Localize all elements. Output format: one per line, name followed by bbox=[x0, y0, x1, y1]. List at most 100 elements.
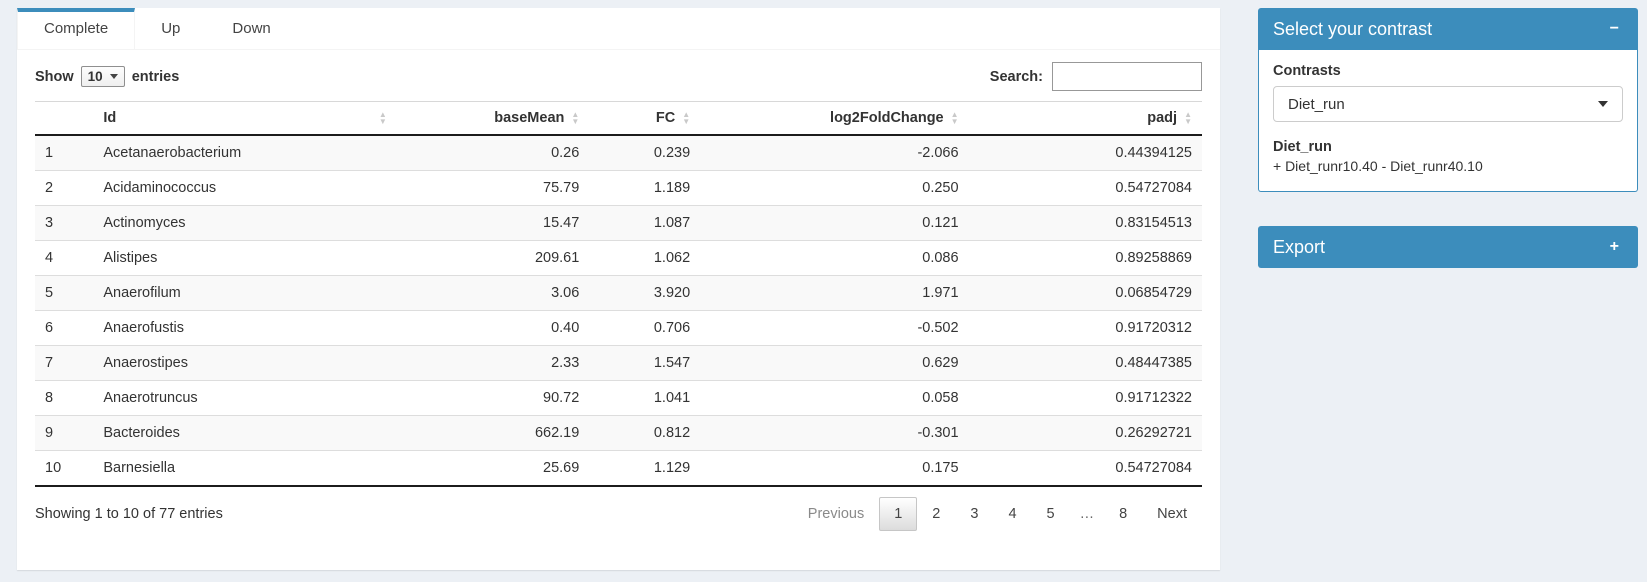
results-tab-bar: Complete Up Down bbox=[17, 8, 1220, 50]
table-info: Showing 1 to 10 of 77 entries bbox=[35, 506, 223, 522]
cell-padj: 0.54727084 bbox=[968, 170, 1202, 206]
chevron-down-icon bbox=[109, 74, 118, 79]
pagination: Previous 1 2 3 4 5 … 8 Next bbox=[793, 497, 1202, 531]
pagination-ellipsis: … bbox=[1079, 506, 1095, 522]
cell-padj: 0.89258869 bbox=[968, 240, 1202, 276]
pagination-page-8[interactable]: 8 bbox=[1119, 506, 1128, 522]
results-table: Id ▲ ▼ baseMean ▲ ▼ bbox=[35, 101, 1202, 487]
pagination-page-3[interactable]: 3 bbox=[970, 506, 979, 522]
contrast-box-header: Select your contrast − bbox=[1258, 8, 1638, 50]
tab-up[interactable]: Up bbox=[161, 20, 181, 37]
header-log2fc[interactable]: log2FoldChange ▲ ▼ bbox=[700, 101, 969, 136]
cell-basemean: 15.47 bbox=[396, 205, 590, 241]
search-input[interactable] bbox=[1052, 62, 1202, 91]
cell-padj: 0.54727084 bbox=[968, 450, 1202, 487]
sort-icon: ▲ ▼ bbox=[682, 110, 691, 126]
header-id[interactable]: Id ▲ ▼ bbox=[93, 101, 397, 136]
expand-plus-icon[interactable]: + bbox=[1609, 238, 1619, 255]
results-panel: Complete Up Down Show 10 entries Search: bbox=[17, 8, 1220, 570]
cell-id: Anaerostipes bbox=[93, 345, 397, 381]
contrast-name: Diet_run bbox=[1273, 139, 1332, 155]
cell-fc: 1.189 bbox=[589, 170, 701, 206]
table-controls: Show 10 entries Search: bbox=[35, 62, 1202, 91]
cell-id: Bacteroides bbox=[93, 415, 397, 451]
cell-rownum: 9 bbox=[35, 415, 94, 451]
table-row: 9 Bacteroides 662.19 0.812 -0.301 0.2629… bbox=[35, 415, 1202, 451]
cell-rownum: 1 bbox=[45, 145, 54, 161]
show-label: Show bbox=[35, 68, 74, 85]
table-row: 1 Acetanaerobacterium 0.26 0.239 -2.066 … bbox=[35, 135, 1202, 171]
cell-fc: 0.812 bbox=[589, 415, 701, 451]
export-box: Export + bbox=[1258, 226, 1638, 268]
header-id-label: Id bbox=[103, 110, 117, 126]
cell-log2fc: 1.971 bbox=[700, 275, 969, 311]
cell-id: Anaerofustis bbox=[93, 310, 397, 346]
table-search-control: Search: bbox=[990, 62, 1202, 91]
header-log2fc-label: log2FoldChange bbox=[830, 110, 944, 126]
sort-icon: ▲ ▼ bbox=[378, 110, 387, 126]
header-padj[interactable]: padj ▲ ▼ bbox=[968, 101, 1202, 136]
cell-basemean: 75.79 bbox=[396, 170, 590, 206]
table-footer: Showing 1 to 10 of 77 entries Previous 1… bbox=[35, 487, 1202, 531]
cell-fc: 1.087 bbox=[589, 205, 701, 241]
cell-rownum: 10 bbox=[35, 450, 94, 487]
cell-log2fc: -0.502 bbox=[700, 310, 969, 346]
collapse-minus-icon[interactable]: − bbox=[1609, 20, 1619, 37]
cell-padj: 0.44394125 bbox=[1115, 145, 1192, 161]
table-header-row: Id ▲ ▼ baseMean ▲ ▼ bbox=[35, 101, 1202, 136]
header-basemean[interactable]: baseMean ▲ ▼ bbox=[396, 101, 590, 136]
cell-padj: 0.06854729 bbox=[968, 275, 1202, 311]
cell-fc: 0.239 bbox=[653, 145, 691, 161]
cell-log2fc: -0.301 bbox=[700, 415, 969, 451]
cell-id: Anaerofilum bbox=[93, 275, 397, 311]
table-row: 6 Anaerofustis 0.40 0.706 -0.502 0.91720… bbox=[35, 310, 1202, 346]
pagination-next[interactable]: Next bbox=[1157, 506, 1187, 522]
contrast-formula: + Diet_runr10.40 - Diet_runr40.10 bbox=[1273, 158, 1483, 174]
export-box-title: Export bbox=[1273, 236, 1326, 257]
contrast-select[interactable]: Diet_run bbox=[1273, 86, 1623, 122]
cell-fc: 1.129 bbox=[589, 450, 701, 487]
cell-basemean: 662.19 bbox=[396, 415, 590, 451]
cell-log2fc: -2.066 bbox=[917, 145, 959, 161]
table-row: 2 Acidaminococcus 75.79 1.189 0.250 0.54… bbox=[35, 170, 1202, 206]
header-fc[interactable]: FC ▲ ▼ bbox=[589, 101, 701, 136]
table-row: 8 Anaerotruncus 90.72 1.041 0.058 0.9171… bbox=[35, 380, 1202, 416]
sort-icon: ▲ ▼ bbox=[950, 110, 959, 126]
cell-fc: 1.041 bbox=[589, 380, 701, 416]
cell-log2fc: 0.629 bbox=[700, 345, 969, 381]
chevron-down-icon bbox=[1598, 101, 1608, 107]
pagination-page-1[interactable]: 1 bbox=[879, 497, 918, 531]
cell-padj: 0.91720312 bbox=[968, 310, 1202, 346]
pagination-previous[interactable]: Previous bbox=[807, 506, 865, 522]
cell-padj: 0.26292721 bbox=[968, 415, 1202, 451]
cell-rownum: 2 bbox=[35, 170, 94, 206]
pagination-page-4[interactable]: 4 bbox=[1008, 506, 1017, 522]
tab-down[interactable]: Down bbox=[232, 20, 271, 37]
contrast-select-value: Diet_run bbox=[1288, 95, 1345, 113]
header-fc-label: FC bbox=[655, 110, 676, 126]
cell-padj: 0.91712322 bbox=[968, 380, 1202, 416]
header-padj-label: padj bbox=[1147, 110, 1178, 126]
contrast-box-body: Contrasts Diet_run Diet_run + Diet_runr1… bbox=[1258, 50, 1638, 192]
header-rownum bbox=[35, 101, 94, 136]
sort-icon: ▲ ▼ bbox=[571, 110, 580, 126]
sidebar-right: Select your contrast − Contrasts Diet_ru… bbox=[1258, 8, 1638, 302]
contrasts-label: Contrasts bbox=[1273, 63, 1341, 79]
entries-label: entries bbox=[131, 68, 180, 85]
cell-id: Anaerotruncus bbox=[93, 380, 397, 416]
cell-log2fc: 0.058 bbox=[700, 380, 969, 416]
page-length-control: Show 10 entries bbox=[35, 66, 179, 87]
pagination-page-2[interactable]: 2 bbox=[932, 506, 941, 522]
cell-log2fc: 0.086 bbox=[700, 240, 969, 276]
cell-padj: 0.83154513 bbox=[968, 205, 1202, 241]
cell-log2fc: 0.250 bbox=[700, 170, 969, 206]
pagination-page-5[interactable]: 5 bbox=[1046, 506, 1055, 522]
table-body: 1 Acetanaerobacterium 0.26 0.239 -2.066 … bbox=[35, 135, 1202, 487]
page-length-select[interactable]: 10 bbox=[80, 66, 125, 87]
cell-fc: 3.920 bbox=[589, 275, 701, 311]
cell-rownum: 7 bbox=[35, 345, 94, 381]
tab-complete[interactable]: Complete bbox=[17, 8, 136, 49]
cell-basemean: 0.40 bbox=[396, 310, 590, 346]
cell-rownum: 8 bbox=[35, 380, 94, 416]
table-row: 4 Alistipes 209.61 1.062 0.086 0.8925886… bbox=[35, 240, 1202, 276]
